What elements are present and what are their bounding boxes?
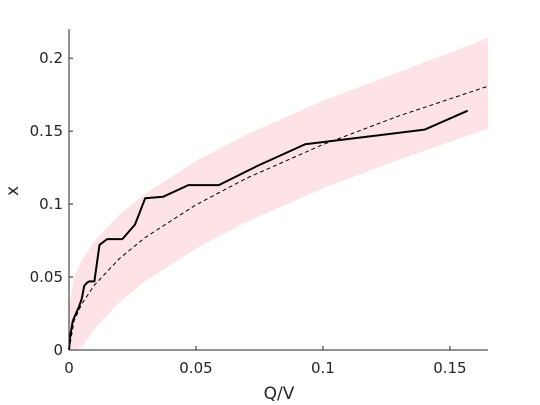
series-layer: [68, 85, 489, 351]
y-axis-label: x: [3, 186, 23, 196]
y-tick-label: 0.1: [39, 195, 63, 213]
y-tick-label: 0.15: [30, 122, 63, 140]
x-axis-label: Q/V: [264, 384, 295, 404]
x-tick-label: 0.1: [311, 359, 335, 377]
confidence-band: [69, 38, 488, 351]
x-tick-label: 0: [64, 359, 74, 377]
confidence-band-layer: [69, 38, 488, 351]
y-tick-label: 0.2: [39, 49, 63, 67]
y-tick-label: 0.05: [30, 268, 63, 286]
x-tick-label: 0.05: [179, 359, 212, 377]
fit-curve-dashed: [68, 85, 489, 351]
y-tick-label: 0: [53, 341, 63, 359]
data-line-solid: [68, 109, 469, 351]
axes: [68, 29, 488, 351]
tick-layer: 0 0.05 0.1 0.15 0 0.05 0.1 0.15 0.2: [30, 49, 467, 377]
x-tick-label: 0.15: [433, 359, 466, 377]
